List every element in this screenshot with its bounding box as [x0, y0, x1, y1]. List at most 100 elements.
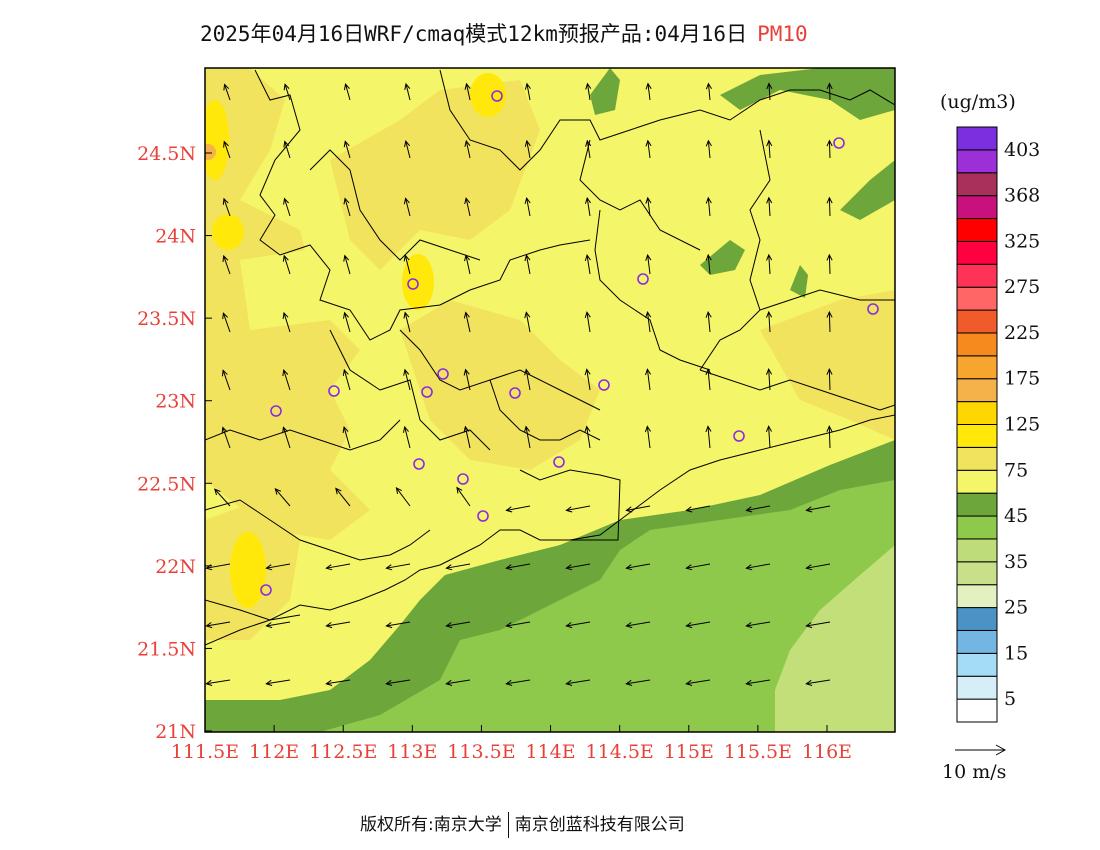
wind-arrowhead [283, 140, 290, 148]
wind-arrowhead [464, 139, 471, 147]
wind-arrow [828, 254, 831, 275]
wind-arrow [828, 369, 831, 391]
wind-arrowhead [766, 253, 773, 261]
legend-unit: (ug/m3) [940, 91, 1016, 113]
wind-arrow [283, 255, 291, 275]
wind-arrowhead [463, 311, 470, 319]
field-green-patch-east [840, 160, 895, 220]
wind-arrowhead [705, 425, 712, 433]
field-hotspot-east [760, 290, 895, 440]
wind-arrow [386, 679, 411, 685]
legend-swatch [956, 561, 998, 586]
wind-arrow [586, 426, 591, 449]
wind-arrowhead [625, 622, 633, 629]
wind-arrowhead [524, 196, 531, 205]
wind-arrowhead [645, 139, 652, 147]
wind-arrow [707, 254, 711, 275]
wind-arrowhead [505, 679, 513, 686]
wind-arrow [326, 563, 351, 569]
wind-arrowhead [404, 82, 411, 90]
field-sea [320, 480, 895, 732]
wind-arrowhead [325, 679, 333, 686]
station-marker [598, 379, 610, 391]
wind-arrow [395, 487, 411, 507]
wind-arrow [768, 369, 771, 391]
wind-arrow [768, 426, 771, 449]
lat-tick-label: 24.5N [137, 143, 196, 165]
wind-arrowhead [805, 679, 813, 686]
legend-labels: 5 15 25 35 45 75 125 175 225 275 325 368 403 [1004, 139, 1040, 710]
wind-arrowhead [222, 312, 228, 320]
wind-arrowhead [283, 197, 289, 205]
wind-arrow [282, 427, 291, 449]
wind-arrowhead [584, 425, 591, 433]
legend-swatch [956, 195, 998, 220]
lat-tick-label: 22.5N [137, 473, 196, 495]
wind-arrowhead [805, 506, 813, 513]
wind-arrow [506, 679, 531, 685]
lat-tick-label: 21.5N [137, 638, 196, 660]
wind-arrow [344, 141, 351, 159]
wind-arrow [566, 563, 591, 569]
legend-swatch [956, 126, 998, 151]
wind-arrowhead [456, 486, 463, 494]
legend-label: 225 [1004, 322, 1040, 344]
title-pollutant: PM10 [757, 22, 808, 46]
wind-arrowhead [523, 425, 530, 433]
wind-arrowhead [325, 622, 333, 629]
wind-arrowhead [826, 139, 833, 147]
field-green-patch-center [700, 240, 745, 275]
wind-arrowhead [584, 253, 591, 262]
wind-arrowhead [403, 425, 409, 433]
wind-arrowhead [826, 253, 833, 261]
wind-arrowhead [403, 368, 410, 376]
wind-arrow [525, 255, 531, 275]
wind-arrow [343, 426, 351, 449]
wind-arrow [386, 563, 411, 569]
wind-arrow [345, 84, 351, 101]
wind-arrowhead [385, 564, 393, 571]
wind-arrowhead [524, 82, 531, 90]
wind-arrowhead [705, 253, 712, 261]
station-marker [413, 458, 425, 470]
wind-arrow [707, 426, 711, 449]
wind-arrow [404, 369, 411, 391]
wind-arrowhead [705, 310, 712, 318]
footer: 版权所有:南京大学 南京创蓝科技有限公司 [360, 810, 685, 838]
wind-arrowhead [265, 564, 273, 571]
wind-arrow [506, 563, 531, 569]
wind-arrow [647, 312, 651, 333]
wind-arrowhead [282, 311, 289, 319]
wind-arrowhead [705, 139, 712, 147]
wind-arrow [465, 83, 471, 101]
legend-swatch [956, 240, 998, 265]
wind-arrow [746, 563, 771, 569]
wind-arrowhead [584, 311, 591, 319]
wind-arrow [223, 255, 231, 275]
latitude-axis: 24.5N 24N 23.5N 23N 22.5N 22N 21.5N 21N [137, 143, 212, 743]
wind-reference: 10 m/s [942, 744, 1006, 783]
wind-arrowhead [585, 139, 592, 147]
wind-arrowhead [214, 488, 221, 496]
wind-arrow [626, 621, 651, 627]
wind-arrow [828, 83, 831, 101]
wind-arrowhead [265, 622, 273, 629]
legend-label: 175 [1004, 368, 1040, 390]
wind-arrowhead [223, 140, 229, 148]
wind-arrowhead [343, 140, 350, 148]
wind-arrow [446, 679, 471, 685]
wind-arrow [405, 141, 411, 159]
wind-arrowhead [395, 487, 402, 494]
wind-arrowhead [826, 425, 833, 432]
wind-arrow [284, 84, 291, 101]
wind-arrow [586, 312, 591, 333]
lat-tick-label: 23.5N [137, 308, 196, 330]
legend-swatch [956, 492, 998, 517]
wind-arrowhead [765, 425, 773, 433]
wind-arrowhead [766, 310, 773, 318]
legend-swatch [956, 401, 998, 426]
footer-copyright: 版权所有:南京大学 [360, 815, 502, 835]
lat-tick-label: 24N [155, 226, 196, 248]
wind-arrowhead [805, 622, 813, 629]
lon-tick-label: 116E [802, 741, 852, 763]
